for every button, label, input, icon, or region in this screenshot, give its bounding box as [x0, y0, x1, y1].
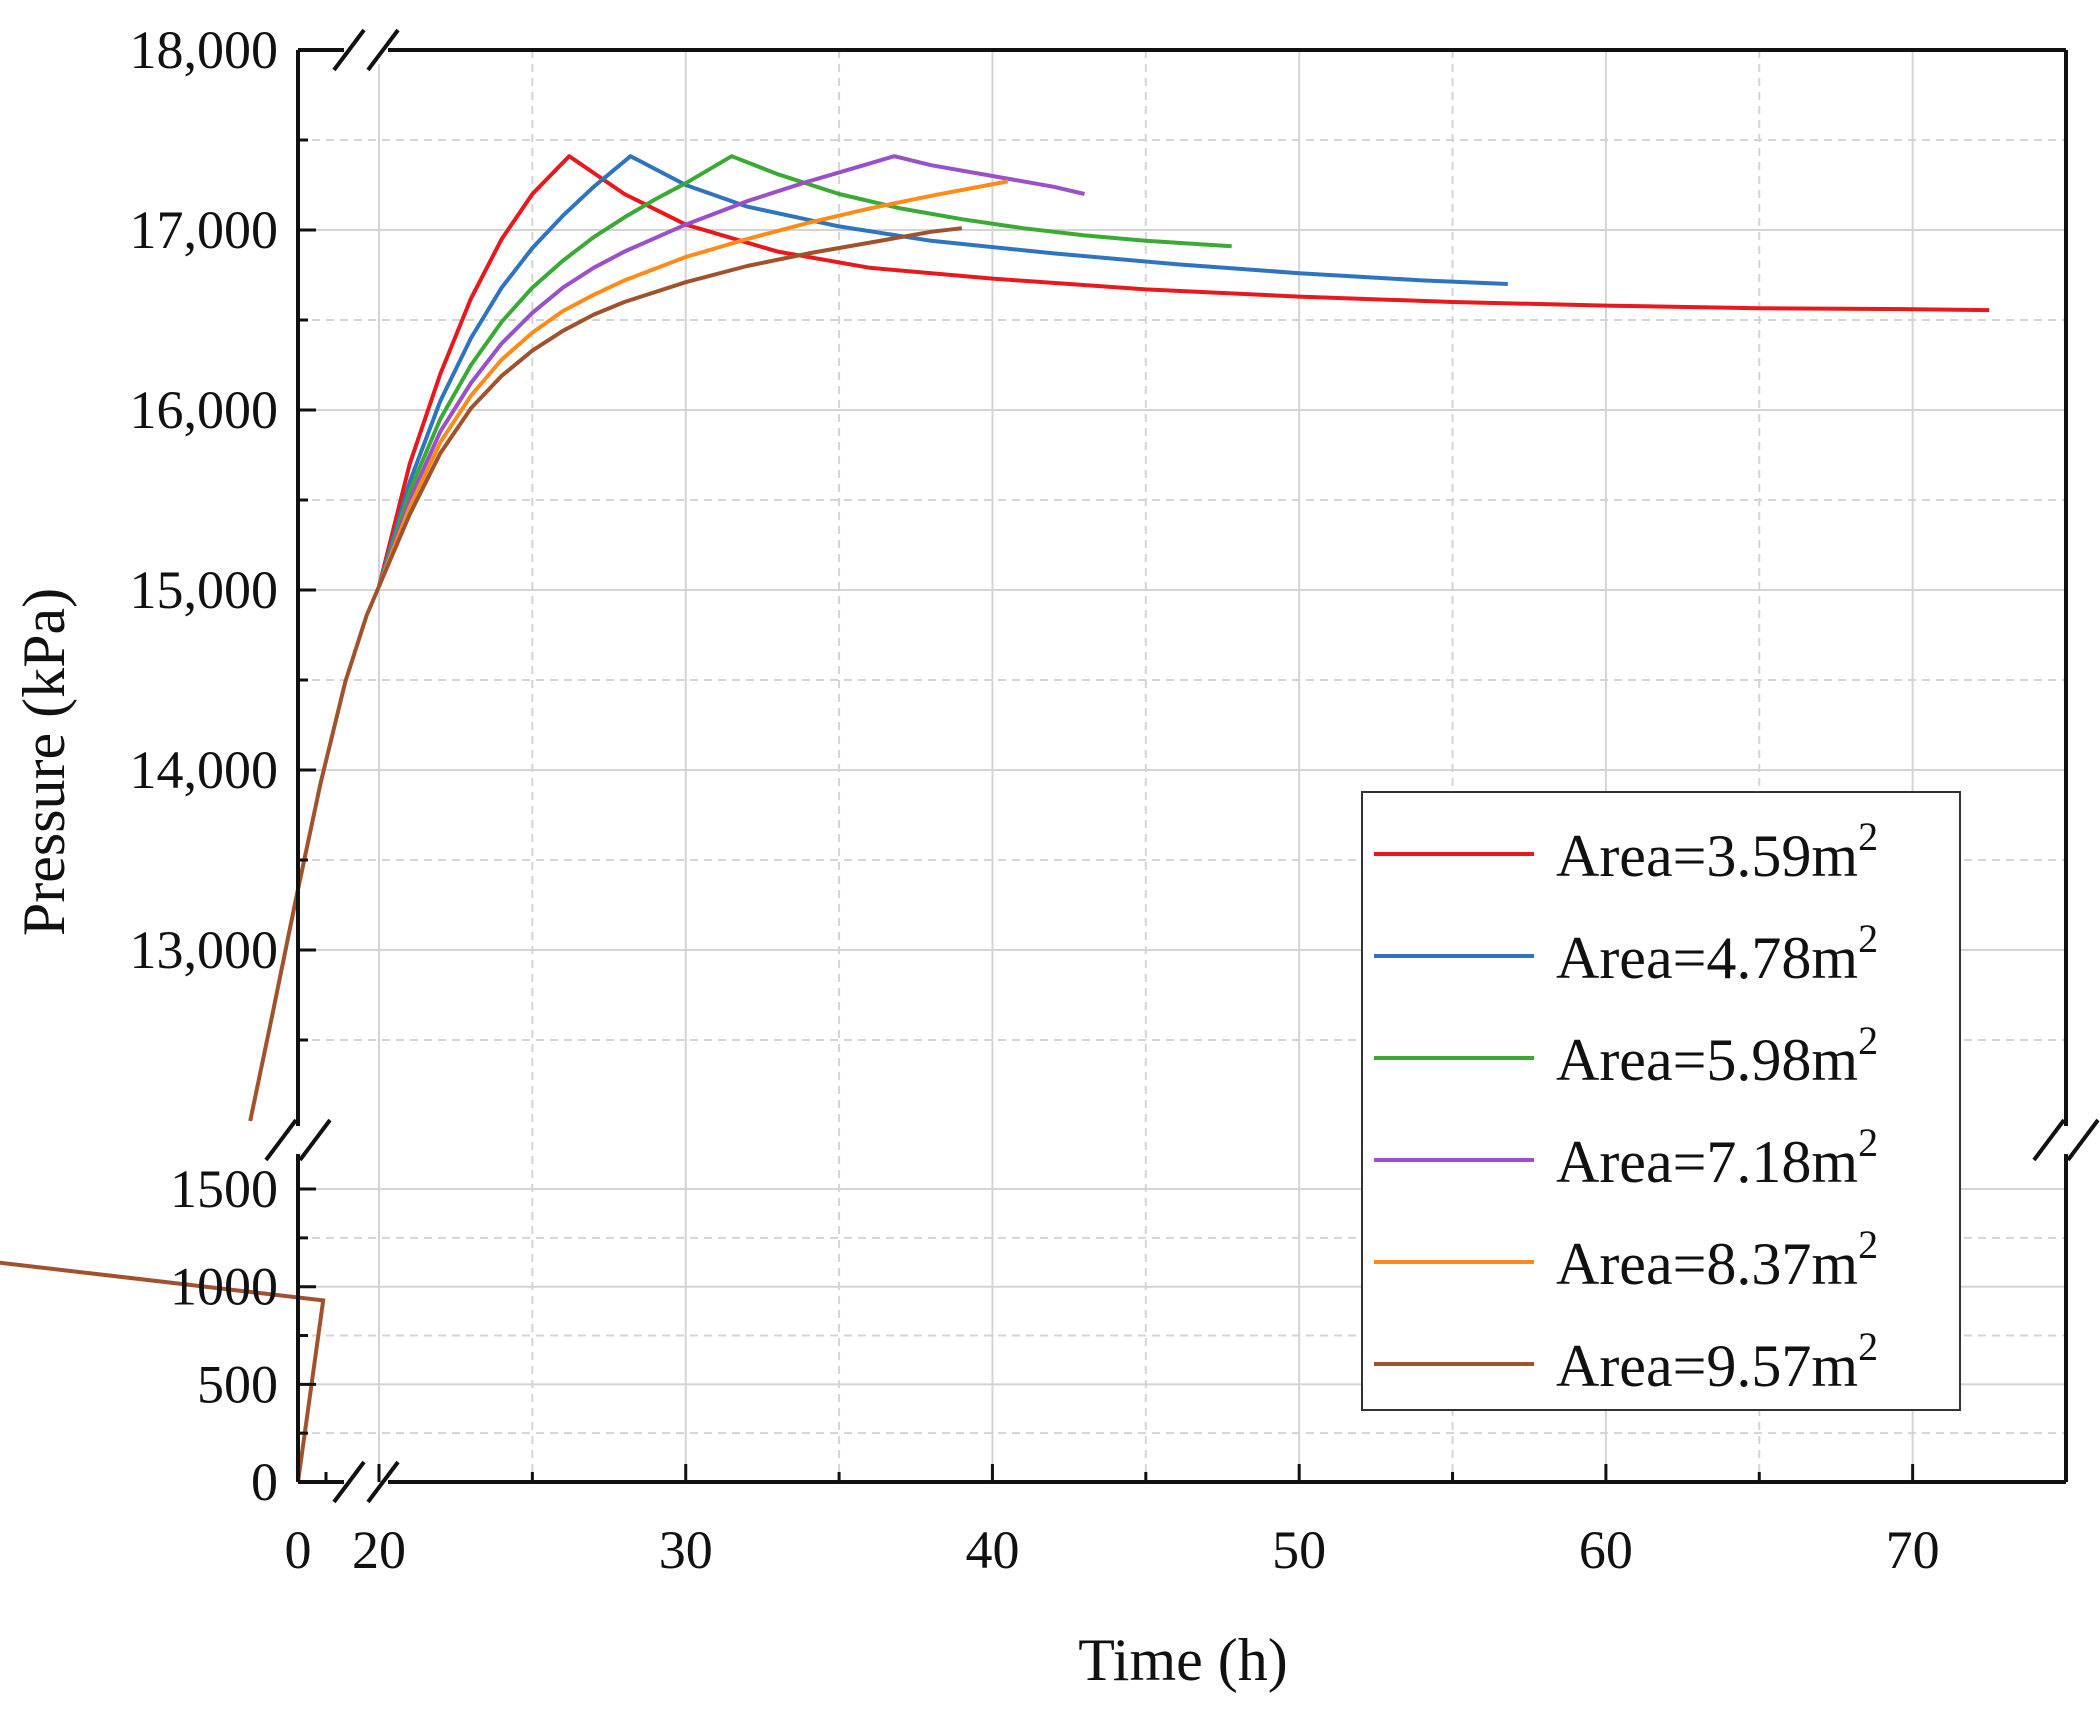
legend-label-5: Area=8.37m2: [1556, 1222, 1878, 1297]
series-line-6: [377, 226, 963, 588]
y-break-mark-left: [298, 1118, 332, 1162]
x-break-mark-top: [332, 28, 366, 72]
y-tick-label: 15,000: [130, 560, 279, 620]
y-tick-label: 13,000: [130, 920, 279, 980]
legend-label-6: Area=9.57m2: [1556, 1324, 1878, 1399]
y-tick-label: 16,000: [130, 380, 279, 440]
legend-label-2: Area=4.78m2: [1556, 916, 1878, 991]
y-tick-label: 14,000: [130, 740, 279, 800]
x-tick-label: 60: [1579, 1520, 1633, 1580]
y-break-mark-right: [2032, 1118, 2066, 1162]
x-tick-label: 30: [659, 1520, 713, 1580]
legend-label-1: Area=3.59m2: [1556, 814, 1878, 889]
y-tick-label: 17,000: [130, 200, 279, 260]
y-axis-title: Pressure (kPa): [11, 588, 77, 936]
y-break-mark-left: [264, 1118, 298, 1162]
legend-label-3: Area=5.98m2: [1556, 1018, 1878, 1093]
x-tick-label: 50: [1272, 1520, 1326, 1580]
y-tick-label: 500: [197, 1354, 278, 1414]
series-line-1: [377, 154, 1990, 587]
series-line-3: [377, 154, 1232, 588]
x-tick-label: 0: [285, 1520, 312, 1580]
series-line-4: [377, 154, 1085, 588]
y-tick-label: 1000: [170, 1257, 278, 1317]
x-axis-title: Time (h): [1078, 1627, 1287, 1693]
x-tick-label: 40: [965, 1520, 1019, 1580]
y-tick-label: 0: [251, 1452, 278, 1512]
y-break-mark-right: [2066, 1118, 2100, 1162]
x-break-mark-bottom: [366, 1460, 400, 1504]
y-tick-label: 18,000: [130, 20, 279, 80]
legend: Area=3.59m2 Area=4.78m2 Area=5.98m2 Area=7.…: [1361, 791, 1961, 1411]
x-break-mark-bottom: [332, 1460, 366, 1504]
series-line-5: [377, 179, 1009, 588]
series-lines: [0, 154, 1990, 1483]
series-line-2: [377, 154, 1508, 587]
common-rise-lower-line: [0, 1260, 326, 1483]
axes-frame: [264, 28, 2100, 1504]
x-break-mark-top: [366, 28, 400, 72]
legend-box: [1361, 791, 1961, 1411]
x-tick-label: 20: [352, 1520, 406, 1580]
common-rise-upper-line: [248, 585, 381, 1122]
y-tick-label: 1500: [170, 1159, 278, 1219]
legend-label-4: Area=7.18m2: [1556, 1120, 1878, 1195]
tick-labels: 0 20 30 40 50 60 70 0 500 1000 1500 13,000 14,000 15,…: [130, 20, 2068, 1580]
x-tick-label: 70: [1886, 1520, 1940, 1580]
